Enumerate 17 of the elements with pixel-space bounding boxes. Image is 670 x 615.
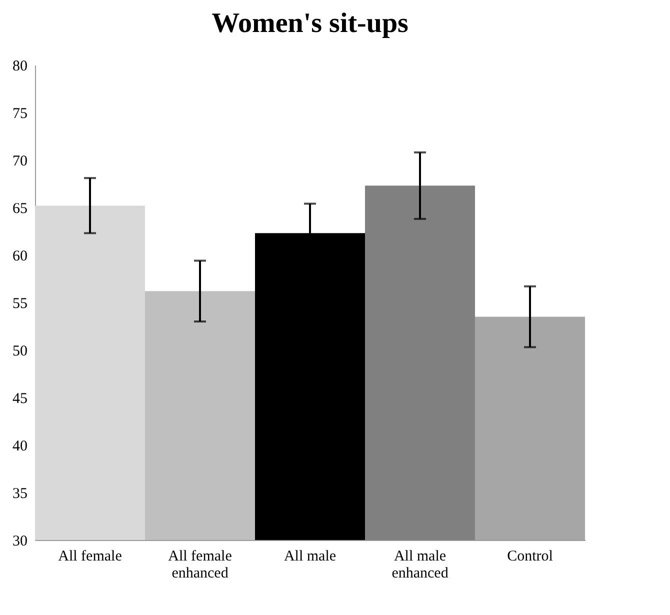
y-tick-label: 70 [12, 154, 28, 170]
y-tick-label: 35 [12, 486, 28, 502]
y-tick-label: 30 [12, 534, 28, 550]
y-tick-label: 50 [12, 344, 28, 360]
y-tick-label: 45 [12, 391, 28, 407]
y-tick-label: 65 [12, 201, 28, 217]
y-tick-label: 75 [12, 106, 28, 122]
x-tick-label: All male [284, 548, 336, 564]
x-tick-label: All female enhanced [168, 548, 232, 582]
y-tick-label: 60 [12, 248, 28, 264]
x-tick-label: All male enhanced [392, 548, 449, 582]
y-tick-label: 55 [12, 296, 28, 312]
y-tick-label: 40 [12, 438, 28, 454]
x-tick-label: Control [507, 548, 553, 564]
chart-title: Women's sit-ups [212, 8, 409, 39]
x-tick-label: All female [58, 548, 122, 564]
y-tick-label: 80 [12, 58, 28, 74]
